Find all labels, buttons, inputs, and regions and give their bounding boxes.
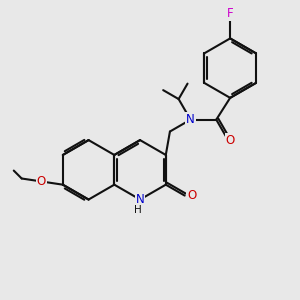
Text: O: O <box>37 175 46 188</box>
Text: O: O <box>187 189 196 202</box>
Text: H: H <box>134 206 142 215</box>
Text: N: N <box>136 193 144 206</box>
Text: O: O <box>226 134 235 147</box>
Text: F: F <box>227 7 233 20</box>
Text: N: N <box>186 113 195 126</box>
